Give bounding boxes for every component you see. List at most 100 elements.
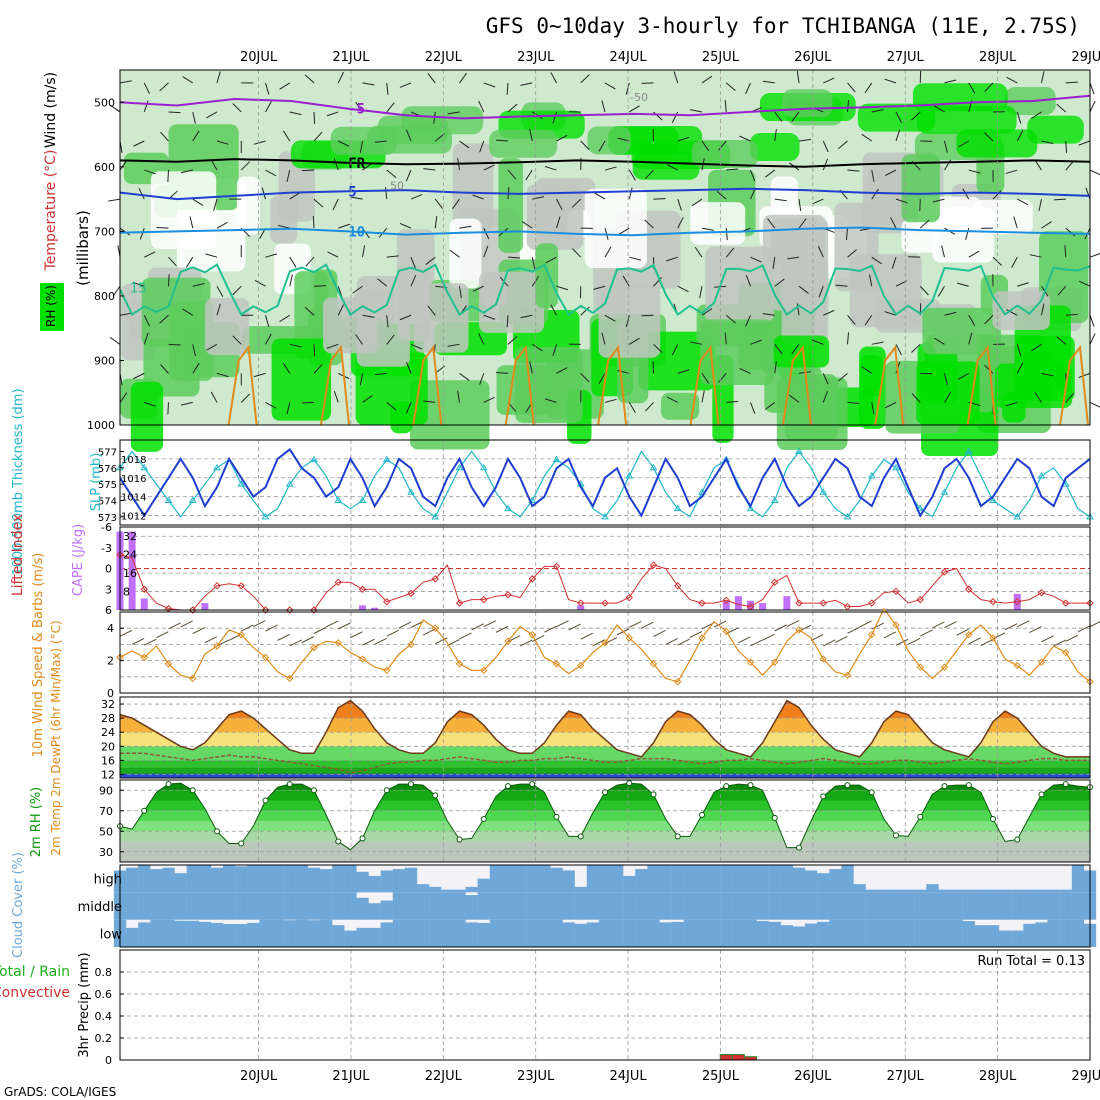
wind-barb xyxy=(483,227,490,240)
cloud-high-bar-73 xyxy=(999,889,1012,893)
cloud-high-bar-57 xyxy=(805,870,818,893)
cloud-low-bar-15 xyxy=(295,919,309,947)
wind-barb xyxy=(182,308,194,316)
wind-barb xyxy=(871,109,884,113)
wind-barb xyxy=(406,129,412,142)
thickness-ylabel: 1000-500mb Thickness (dm) xyxy=(11,388,26,575)
wind-barb xyxy=(483,245,489,258)
thickness-tick-0: 573 xyxy=(98,513,117,524)
cloud-high-bar-65 xyxy=(902,889,915,893)
cape-frame xyxy=(119,526,1091,611)
wind-barb xyxy=(168,256,177,267)
cloud-middle-bar-7 xyxy=(198,892,212,920)
cloud-middle-bar-50 xyxy=(720,892,733,920)
wind-barb xyxy=(774,198,787,202)
wind-barb xyxy=(1011,256,1018,269)
wind-barb xyxy=(739,368,751,374)
wind-barb xyxy=(133,140,145,147)
wind-barb xyxy=(787,256,800,260)
temp-tick-3: 24 xyxy=(101,726,115,739)
cloud-middle-bar-1 xyxy=(126,892,139,920)
wind-barb xyxy=(701,227,714,231)
li-marker-38 xyxy=(577,599,585,607)
rh-patch-119 xyxy=(901,154,940,223)
wind-barb xyxy=(871,341,884,345)
wind-barb xyxy=(725,247,735,258)
wind-barb xyxy=(313,364,323,374)
top-date-label-6: 26JUL xyxy=(794,50,832,65)
isotherm-label-2: 5 xyxy=(348,184,356,200)
cloud-low-bar-74 xyxy=(1011,930,1024,947)
cloud-low-bar-31 xyxy=(489,919,503,947)
wind-barb xyxy=(718,140,727,151)
rh-marker-60 xyxy=(844,782,851,789)
slp-tick-1: 1014 xyxy=(121,493,146,504)
wind10-marker-32 xyxy=(504,637,512,645)
bottom-date-label-4: 24JUL xyxy=(610,1069,648,1084)
wind-barb xyxy=(1085,187,1091,200)
wind-barb xyxy=(253,372,266,378)
li-marker-24 xyxy=(407,589,415,598)
wind-barb xyxy=(861,366,873,374)
cloud-high-bar-49 xyxy=(708,865,721,893)
wind-barb xyxy=(216,285,224,297)
rh-marker-28 xyxy=(456,836,463,843)
wind-barb xyxy=(313,111,316,124)
cloud-middle-bar-76 xyxy=(1035,892,1048,920)
top-date-label-7: 27JUL xyxy=(887,50,925,65)
rh-tick-3: 90 xyxy=(99,784,113,797)
thickness-marker-36 xyxy=(552,455,561,463)
cloud-middle-bar-62 xyxy=(865,892,878,920)
wind-barb xyxy=(216,221,228,229)
rh-patch-104 xyxy=(205,297,250,355)
thickness-marker-2 xyxy=(140,463,149,471)
wind-barb xyxy=(968,82,976,94)
cloud-middle-bar-10 xyxy=(235,892,248,920)
legend-rh: RH (%) xyxy=(44,285,58,327)
cloud-low-bar-18 xyxy=(332,925,345,947)
wind-barb xyxy=(326,111,339,117)
wind-barb xyxy=(544,166,557,171)
chart-title: GFS 0~10day 3-hourly for TCHIBANGA (11E,… xyxy=(486,14,1080,38)
rh-marker-58 xyxy=(820,793,827,800)
wind-barb xyxy=(724,332,727,345)
wind-barb xyxy=(933,105,945,113)
thickness-marker-76 xyxy=(1037,471,1046,479)
wind-barb xyxy=(847,332,850,345)
rh-patch-98 xyxy=(584,188,647,268)
temp-tick-1: 16 xyxy=(101,754,115,767)
wind10-barb-42 xyxy=(629,620,642,628)
wind-barb xyxy=(550,304,557,316)
wind-barb xyxy=(750,169,756,182)
wind-barb xyxy=(1089,333,1096,345)
wind-barb xyxy=(399,222,412,229)
wind-barb xyxy=(213,198,218,211)
wind-barb xyxy=(405,402,412,414)
cloud-middle-bar-59 xyxy=(829,892,842,920)
wind-barb xyxy=(701,140,710,152)
wind10-barb-17 xyxy=(325,620,339,628)
wind10-marker-20 xyxy=(358,655,367,663)
cloud-middle-bar-58 xyxy=(817,892,830,920)
cloud-low-bar-48 xyxy=(695,919,709,947)
cloud-middle-bar-53 xyxy=(756,892,769,920)
wind-barb xyxy=(957,282,969,287)
wind10-barb-55 xyxy=(786,620,800,628)
wind-barb xyxy=(350,196,363,200)
thickness-marker-10 xyxy=(237,480,246,487)
rh-band-2 xyxy=(120,821,1090,832)
cloud-low-bar-76 xyxy=(1035,922,1048,947)
wind-barb xyxy=(282,362,291,374)
wind10-barb-25 xyxy=(422,628,436,636)
wind-barb xyxy=(545,256,557,264)
wind10-barb-66 xyxy=(920,629,933,637)
wind10-barb-40 xyxy=(604,637,618,644)
wind-barb xyxy=(520,314,533,319)
cloud-low-bar-23 xyxy=(392,919,406,947)
cloud-low-bar-5 xyxy=(174,920,187,947)
cloud-low-bar-14 xyxy=(283,920,296,947)
wind-barb xyxy=(1089,82,1095,95)
wind-barb xyxy=(327,251,339,258)
wind-barb xyxy=(449,249,460,258)
wind-barb xyxy=(472,285,484,292)
